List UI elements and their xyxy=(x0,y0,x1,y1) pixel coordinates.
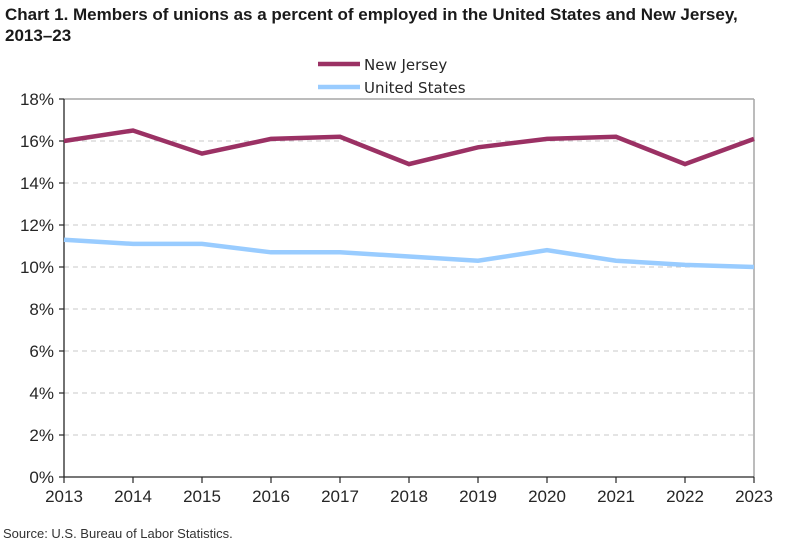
y-tick-label: 16% xyxy=(20,132,54,151)
x-tick-label: 2014 xyxy=(114,487,152,506)
x-tick-label: 2018 xyxy=(390,487,428,506)
y-tick-label: 4% xyxy=(29,384,54,403)
x-tick-label: 2023 xyxy=(735,487,773,506)
y-axis-ticks: 0% 2% 4% 6% 8% 10% 12% 14% 16% 18% xyxy=(20,90,64,487)
y-tick-label: 0% xyxy=(29,468,54,487)
x-tick-label: 2019 xyxy=(459,487,497,506)
series-lines xyxy=(63,128,755,270)
y-tick-label: 10% xyxy=(20,258,54,277)
legend-label-united-states: United States xyxy=(364,79,466,97)
source-note: Source: U.S. Bureau of Labor Statistics. xyxy=(3,526,233,541)
x-tick-label: 2017 xyxy=(321,487,359,506)
legend-label-new-jersey: New Jersey xyxy=(364,56,447,74)
axes xyxy=(63,98,755,478)
y-tick-label: 18% xyxy=(20,90,54,109)
x-tick-label: 2020 xyxy=(528,487,566,506)
series-line-new-jersey xyxy=(63,128,755,167)
x-tick-label: 2016 xyxy=(252,487,290,506)
y-tick-label: 6% xyxy=(29,342,54,361)
series-line-united-states xyxy=(63,237,755,270)
y-tick-label: 12% xyxy=(20,216,54,235)
x-tick-label: 2013 xyxy=(45,487,83,506)
y-tick-label: 2% xyxy=(29,426,54,445)
legend: New Jersey United States xyxy=(318,56,466,97)
x-axis-ticks: 2013 2014 2015 2016 2017 2018 2019 2020 2021 2022… xyxy=(45,477,773,506)
x-tick-label: 2022 xyxy=(666,487,704,506)
y-tick-label: 8% xyxy=(29,300,54,319)
x-tick-label: 2015 xyxy=(183,487,221,506)
gridlines xyxy=(64,140,754,436)
chart-title: Chart 1. Members of unions as a percent … xyxy=(5,5,738,45)
x-tick-label: 2021 xyxy=(597,487,635,506)
y-tick-label: 14% xyxy=(20,174,54,193)
